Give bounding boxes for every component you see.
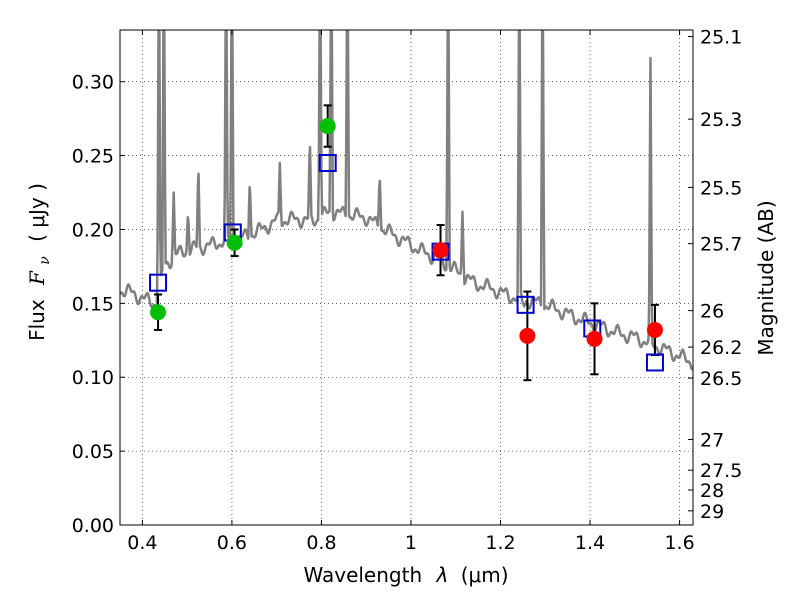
- x-tick-label: 0.6: [217, 532, 247, 554]
- magnitude-tick-label: 25.7: [700, 234, 742, 256]
- y-axis-label-text: Flux: [25, 299, 49, 341]
- magnitude-tick-label: 25.1: [700, 27, 742, 49]
- magnitude-tick-label: 26.5: [700, 368, 742, 390]
- y-axis-label-subscript: ν: [37, 256, 53, 265]
- plot-background: [120, 30, 693, 525]
- magnitude-tick-label: 26: [700, 301, 724, 323]
- x-axis-label-symbol: λ: [436, 563, 449, 587]
- y-tick-label: 0.20: [72, 219, 114, 241]
- model-spectrum: [120, 30, 693, 371]
- magnitude-tick-label: 25.3: [700, 109, 742, 131]
- y-tick-label: 0.25: [72, 146, 114, 168]
- y-tick-label: 0.10: [72, 367, 114, 389]
- x-axis-label-text: Wavelength: [303, 563, 422, 587]
- y-axis-ticks: 0.00 0.05 0.10 0.15 0.20 0.25 0.30: [72, 72, 125, 537]
- model-photometry-square: [516, 295, 535, 314]
- grid-lines: [120, 30, 693, 526]
- plot-frame: [119, 29, 694, 526]
- model-spectrum-line: [120, 30, 693, 371]
- x-tick-label: 1.6: [664, 532, 694, 554]
- observed-red-point: [519, 327, 536, 344]
- observed-red-point: [586, 330, 603, 347]
- y-tick-label: 0.00: [72, 515, 114, 537]
- y-axis-label-symbol: F: [25, 270, 49, 286]
- x-axis-label: Wavelength λ (μm): [303, 563, 508, 587]
- observed-green-point: [319, 118, 336, 135]
- magnitude-tick-label: 29: [700, 501, 724, 523]
- x-axis-label-unit: (μm): [461, 563, 509, 587]
- y-axis-label-unit: ( μJy ): [25, 183, 49, 242]
- magnitude-axis-label: Magnitude (AB): [754, 200, 778, 355]
- magnitude-tick-label: 25.5: [700, 177, 742, 199]
- model-photometry-square: [645, 353, 664, 372]
- magnitude-tick-label: 27: [700, 429, 724, 451]
- x-axis-ticks: 0.4 0.6 0.8 1 1.2 1.4 1.6: [127, 30, 695, 554]
- x-tick-label: 0.4: [127, 532, 157, 554]
- magnitude-tick-label: 26.2: [700, 337, 742, 359]
- model-photometry-square: [318, 153, 337, 172]
- data-markers: [149, 118, 664, 372]
- x-tick-label: 1.4: [575, 532, 605, 554]
- x-tick-label: 1.2: [485, 532, 515, 554]
- model-photometry-square: [149, 273, 168, 292]
- x-tick-label: 1: [405, 532, 417, 554]
- x-tick-label: 0.8: [306, 532, 336, 554]
- observed-red-point: [646, 321, 663, 338]
- observed-red-point: [432, 242, 449, 259]
- magnitude-tick-label: 28: [700, 480, 724, 502]
- y-tick-label: 0.30: [72, 72, 114, 94]
- observed-green-point: [226, 234, 243, 251]
- y-tick-label: 0.05: [72, 441, 114, 463]
- y-tick-label: 0.15: [72, 293, 114, 315]
- y-axis-label: Flux F ν ( μJy ): [25, 183, 54, 341]
- magnitude-tick-label: 27.5: [700, 460, 742, 482]
- observed-green-point: [150, 304, 167, 321]
